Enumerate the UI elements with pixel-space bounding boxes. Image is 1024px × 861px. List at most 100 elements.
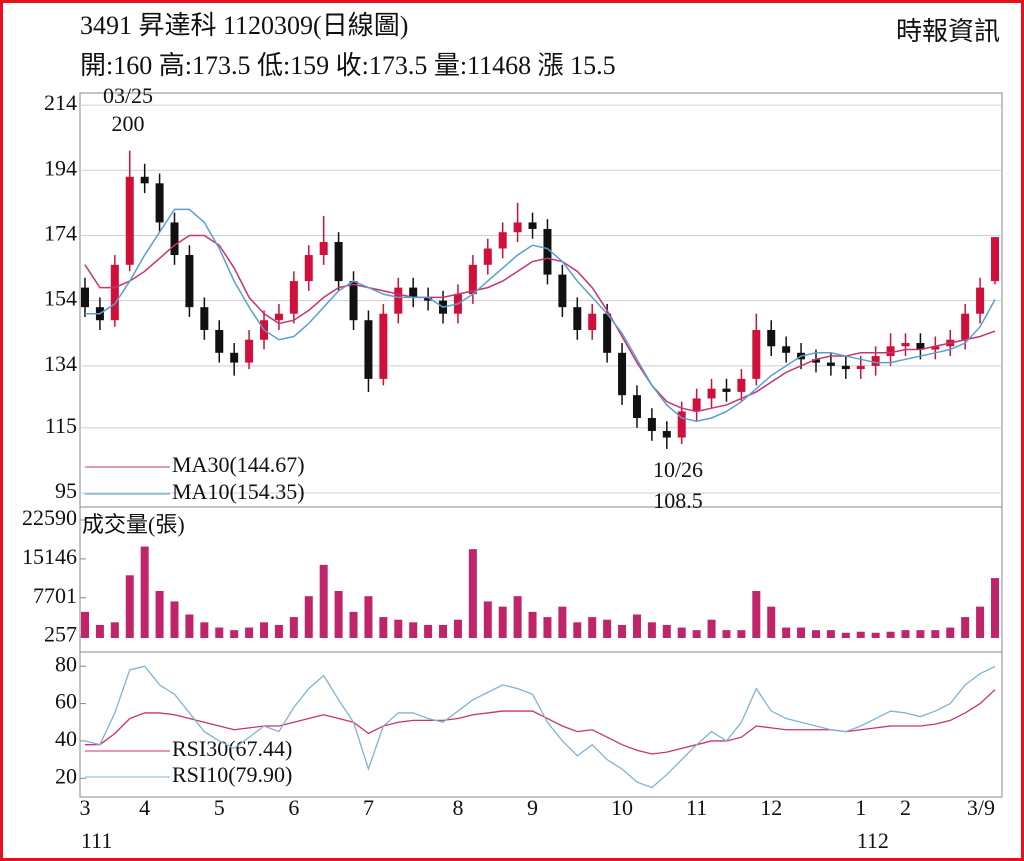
- candle-body: [826, 362, 835, 366]
- volume-bar: [797, 627, 806, 638]
- candle-body: [81, 287, 89, 308]
- volume-bar: [110, 622, 119, 638]
- volume-bar: [707, 619, 716, 638]
- y-tick-label: 194: [44, 155, 77, 180]
- volume-bar: [394, 619, 403, 638]
- chart-title: 3491 昇達科 1120309(日線圖): [80, 11, 408, 40]
- volume-bar: [140, 546, 149, 638]
- x-tick-label: 7: [363, 795, 374, 820]
- y-tick-label: 20: [55, 763, 77, 788]
- volume-bar: [811, 630, 820, 638]
- candle-body: [871, 356, 880, 366]
- volume-bar: [439, 624, 448, 638]
- y-tick-label: 257: [44, 622, 77, 647]
- volume-bar: [618, 624, 627, 638]
- candle-body: [573, 307, 582, 330]
- x-sublabel: 112: [857, 828, 889, 853]
- candle-body: [334, 241, 343, 282]
- volume-bar: [289, 617, 298, 638]
- y-tick-label: 40: [55, 726, 77, 751]
- volume-bar: [483, 601, 492, 638]
- candle-body: [991, 237, 999, 282]
- volume-bar: [826, 630, 835, 638]
- candle-body: [170, 222, 179, 256]
- volume-bar: [81, 611, 89, 638]
- candle-body: [424, 297, 433, 301]
- candle-body: [349, 281, 358, 321]
- candle-body: [737, 378, 746, 392]
- volume-bar: [409, 622, 418, 638]
- candle-body: [588, 313, 597, 330]
- volume-bar: [230, 630, 239, 638]
- volume-bar: [991, 578, 999, 638]
- x-tick-label: 1: [855, 795, 866, 820]
- volume-bar: [588, 617, 597, 638]
- annotation: 10/26: [653, 457, 703, 482]
- volume-bar: [334, 590, 343, 638]
- candle-body: [961, 313, 970, 340]
- candle-body: [319, 241, 328, 256]
- volume-bar: [916, 630, 925, 638]
- y-tick-label: 60: [55, 689, 77, 714]
- candle-body: [215, 329, 224, 353]
- volume-bar: [662, 624, 671, 638]
- candle-body: [245, 339, 254, 363]
- volume-bar: [737, 630, 746, 638]
- volume-bar: [782, 627, 791, 638]
- y-tick-label: 80: [55, 651, 77, 676]
- y-tick-label: 7701: [33, 583, 77, 608]
- volume-bar: [364, 596, 373, 638]
- volume-bar: [931, 630, 940, 638]
- candle-body: [632, 395, 641, 418]
- x-tick-label: 4: [139, 795, 150, 820]
- volume-bar: [185, 614, 194, 638]
- legend-label: MA30(144.67): [172, 452, 305, 477]
- candle-body: [528, 222, 537, 229]
- volume-bar: [274, 624, 283, 638]
- candle-body: [662, 431, 671, 438]
- volume-bar: [260, 622, 269, 638]
- volume-bar: [856, 631, 865, 638]
- volume-bar: [498, 606, 507, 638]
- volume-bar: [125, 575, 134, 638]
- y-tick-label: 214: [44, 90, 77, 115]
- annotation: 108.5: [653, 488, 703, 513]
- volume-bar: [319, 564, 328, 638]
- y-tick-label: 95: [55, 478, 77, 503]
- x-tick-label: 9: [527, 795, 538, 820]
- volume-bar: [886, 631, 895, 638]
- candle-body: [841, 365, 850, 370]
- candle-body: [274, 313, 283, 321]
- candle-body: [558, 274, 567, 308]
- x-tick-label: 8: [452, 795, 463, 820]
- volume-bar: [468, 549, 477, 638]
- candle-body: [364, 320, 373, 379]
- volume-bar: [453, 619, 462, 638]
- candle-body: [916, 343, 925, 350]
- volume-bar: [632, 614, 641, 638]
- candle-body: [185, 255, 194, 308]
- candle-body: [289, 281, 298, 314]
- candle-body: [498, 232, 507, 249]
- ma-line: [85, 208, 996, 423]
- candle-body: [707, 388, 716, 399]
- volume-bar: [647, 622, 656, 638]
- candle-body: [931, 346, 940, 350]
- candle-body: [603, 313, 612, 353]
- candle-body: [976, 287, 985, 314]
- candle-body: [692, 398, 701, 412]
- x-tick-label: 5: [214, 795, 225, 820]
- y-tick-label: 15146: [22, 544, 77, 569]
- x-sublabel: 111: [81, 828, 112, 853]
- candle-body: [200, 307, 209, 330]
- candle-body: [722, 388, 731, 392]
- panel-title: 成交量(張): [82, 512, 185, 537]
- candle-body: [483, 248, 492, 265]
- y-tick-label: 22590: [22, 505, 77, 530]
- x-tick-label: 6: [288, 795, 299, 820]
- x-tick-label: 3: [80, 795, 91, 820]
- y-tick-label: 174: [44, 221, 77, 246]
- volume-bar: [558, 606, 567, 638]
